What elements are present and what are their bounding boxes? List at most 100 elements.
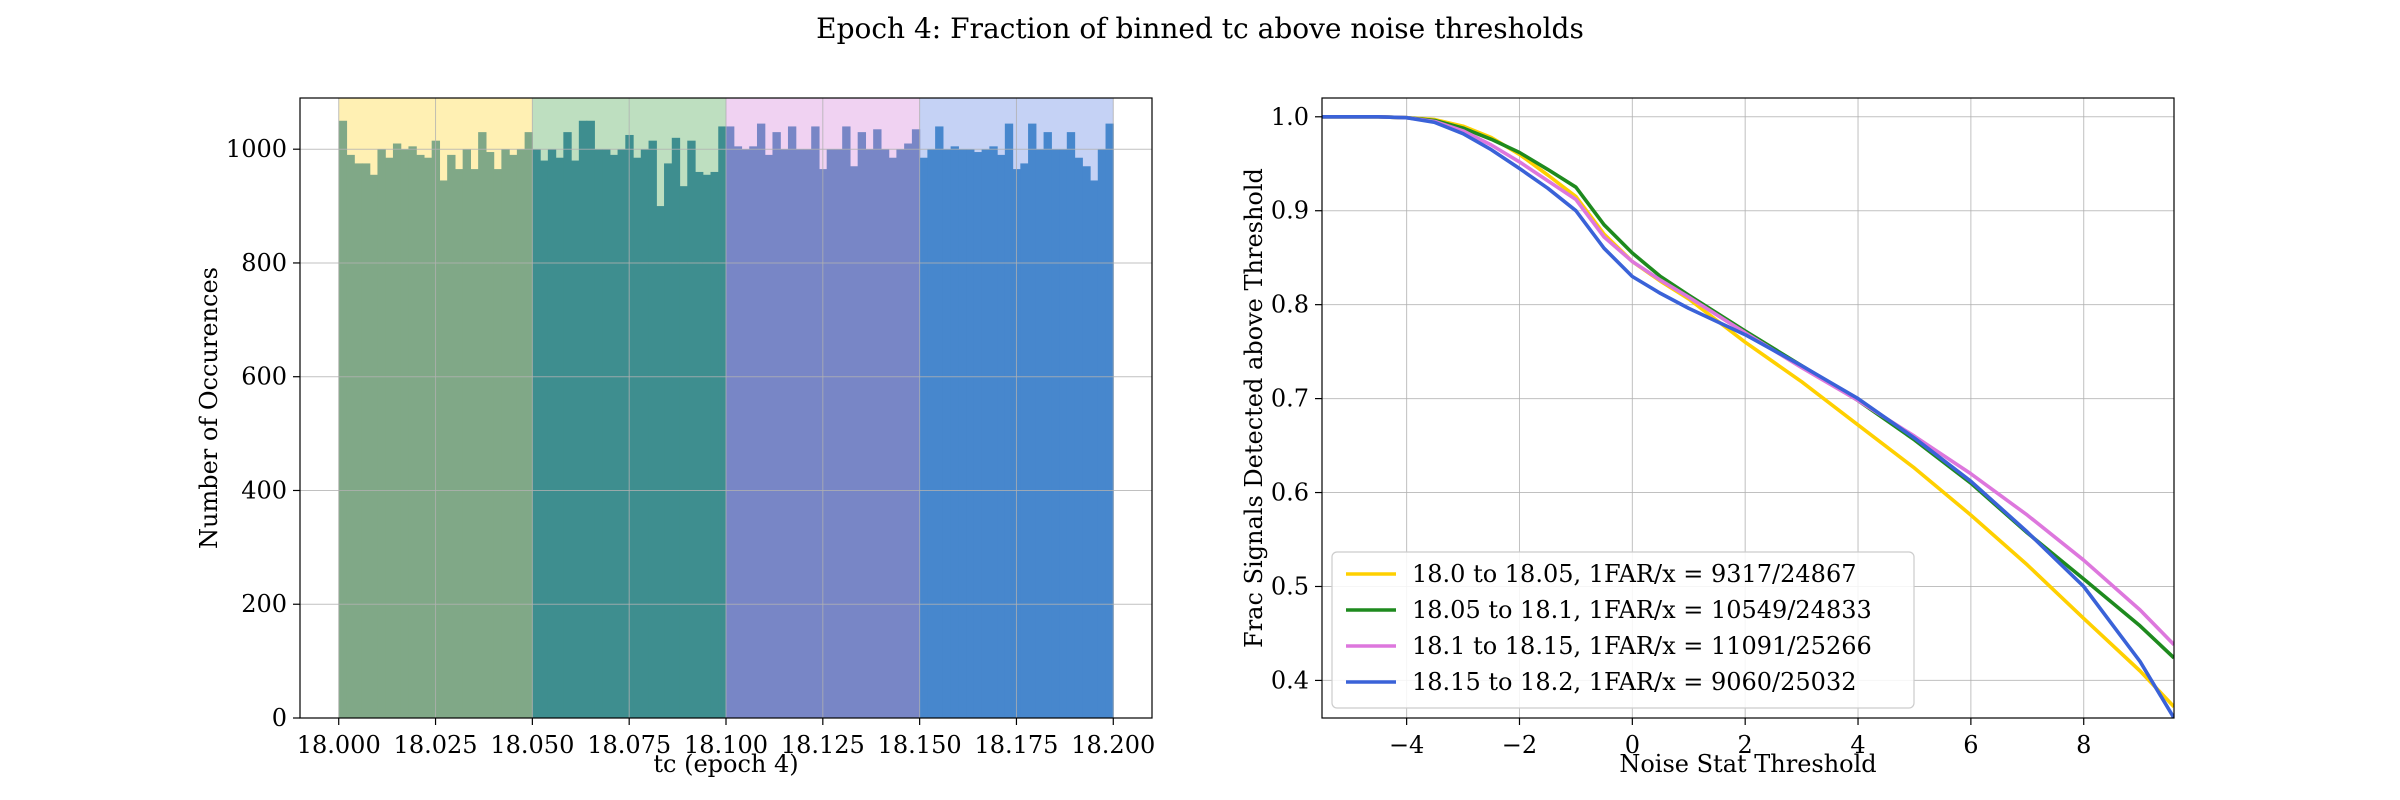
histogram-bar — [780, 149, 789, 719]
plot-frame — [1321, 97, 2175, 719]
histogram-bar — [849, 166, 859, 718]
histogram-bar — [811, 126, 820, 718]
histogram-bar — [772, 132, 781, 719]
histogram-bar — [1090, 180, 1099, 719]
histogram-bar — [609, 154, 619, 718]
x-tick-label: −4 — [1389, 731, 1424, 759]
y-tick-label: 0.9 — [1271, 197, 1309, 225]
y-axis-label: Frac Signals Detected above Threshold — [1240, 168, 1268, 648]
histogram-bar — [726, 126, 735, 718]
histogram-bar — [439, 180, 448, 719]
histogram-bar — [385, 157, 394, 718]
histogram-bar — [416, 154, 425, 718]
histogram-bar — [857, 132, 867, 719]
histogram-bar — [524, 132, 533, 719]
histogram-bar — [540, 160, 549, 719]
legend: 18.0 to 18.05, 1FAR/x = 9317/24867 18.05 … — [1331, 551, 1915, 709]
histogram-bar — [942, 149, 952, 719]
histogram-bar — [749, 146, 758, 718]
histogram-bar — [485, 152, 495, 719]
x-tick-label: 18.200 — [1071, 731, 1155, 759]
histogram-bar — [935, 126, 944, 718]
histogram-bar — [594, 149, 603, 719]
histogram-bar — [447, 154, 456, 718]
histogram-bar — [695, 171, 704, 719]
legend-label-1: 18.0 to 18.05, 1FAR/x = 9317/24867 — [1412, 560, 1857, 588]
histogram-bar — [733, 146, 743, 718]
histogram-bar — [997, 154, 1006, 718]
histogram-bar — [509, 154, 518, 718]
y-tick-label: 0.8 — [1271, 291, 1309, 319]
x-axis-label: tc (epoch 4) — [653, 750, 798, 778]
histogram-bar — [873, 129, 882, 718]
histogram-bar — [1035, 149, 1045, 719]
y-tick-label: 1000 — [226, 135, 287, 163]
histogram-bar — [369, 174, 379, 718]
x-tick-label: 18.050 — [490, 731, 574, 759]
histogram-bar — [516, 149, 526, 719]
histogram-bar — [400, 149, 410, 719]
histogram-bar — [1066, 132, 1076, 719]
histogram-bar — [354, 163, 363, 718]
histogram-bar — [795, 149, 805, 719]
histogram-panel: 18.000 18.025 18.050 18.075 18.100 18.125 18.1… — [195, 97, 1155, 778]
histogram-bar — [679, 186, 688, 718]
histogram-bar — [361, 163, 371, 718]
histogram-bar — [493, 169, 502, 718]
histogram-bar — [1051, 149, 1060, 719]
histogram-bar — [377, 149, 386, 719]
x-tick-label: 4 — [1850, 731, 1865, 759]
histogram-bar — [710, 171, 719, 719]
x-tick-label: 18.100 — [684, 731, 768, 759]
line-chart-panel: −4 −2 0 2 4 6 8 0.4 0.5 0.6 0.7 0.8 0.9 1.0 Noise Stat… — [1240, 97, 2175, 778]
y-tick-label: 0.4 — [1271, 666, 1309, 694]
histogram-bar — [617, 149, 626, 719]
x-axis-label: Noise Stat Threshold — [1619, 750, 1876, 778]
histogram-bar — [1004, 123, 1014, 719]
histogram-bar — [470, 169, 479, 718]
x-tick-label: −2 — [1502, 731, 1537, 759]
histogram-bar — [633, 157, 642, 718]
histogram-bar — [896, 149, 905, 719]
histogram-bar — [1105, 123, 1114, 719]
histogram-bar — [648, 140, 657, 719]
y-tick-label: 800 — [241, 249, 287, 277]
histogram-bar — [826, 149, 836, 719]
histogram-bar — [803, 149, 812, 719]
histogram-bar — [880, 149, 890, 719]
histogram-bar — [578, 120, 588, 718]
histogram-bar — [981, 149, 990, 719]
legend-label-2: 18.05 to 18.1, 1FAR/x = 10549/24833 — [1412, 596, 1872, 624]
histogram-bar — [842, 126, 851, 718]
histogram-bar — [687, 140, 696, 719]
histogram-bar — [904, 143, 913, 719]
legend-label-3: 18.1 to 18.15, 1FAR/x = 11091/25266 — [1412, 632, 1872, 660]
histogram-bar — [764, 154, 774, 718]
histogram-bar — [966, 149, 975, 719]
histogram-bar — [865, 149, 874, 719]
histogram-bar — [919, 157, 928, 718]
y-tick-label: 0.5 — [1271, 572, 1309, 600]
histogram-bar — [741, 149, 750, 719]
histogram-bar — [555, 157, 564, 718]
histogram-bar — [702, 174, 712, 718]
histogram-bar — [478, 132, 487, 719]
histogram-bar — [547, 149, 557, 719]
histogram-bar — [392, 143, 402, 719]
histogram-bar — [718, 126, 727, 718]
histogram-bar — [586, 120, 595, 718]
legend-box — [1331, 551, 1915, 709]
histogram-bar — [664, 163, 673, 718]
histogram-bar — [602, 149, 611, 719]
legend-label-4: 18.15 to 18.2, 1FAR/x = 9060/25032 — [1412, 668, 1857, 696]
y-tick-label: 1.0 — [1271, 103, 1309, 131]
x-tick-label: 18.150 — [878, 731, 962, 759]
histogram-bar — [454, 169, 464, 718]
x-tick-label: 6 — [1963, 731, 1978, 759]
x-tick-label: 18.075 — [587, 731, 671, 759]
series-line-4 — [1322, 115, 2174, 718]
y-tick-label: 200 — [241, 590, 287, 618]
x-tick-label: 18.000 — [297, 731, 381, 759]
histogram-bar — [346, 154, 355, 718]
